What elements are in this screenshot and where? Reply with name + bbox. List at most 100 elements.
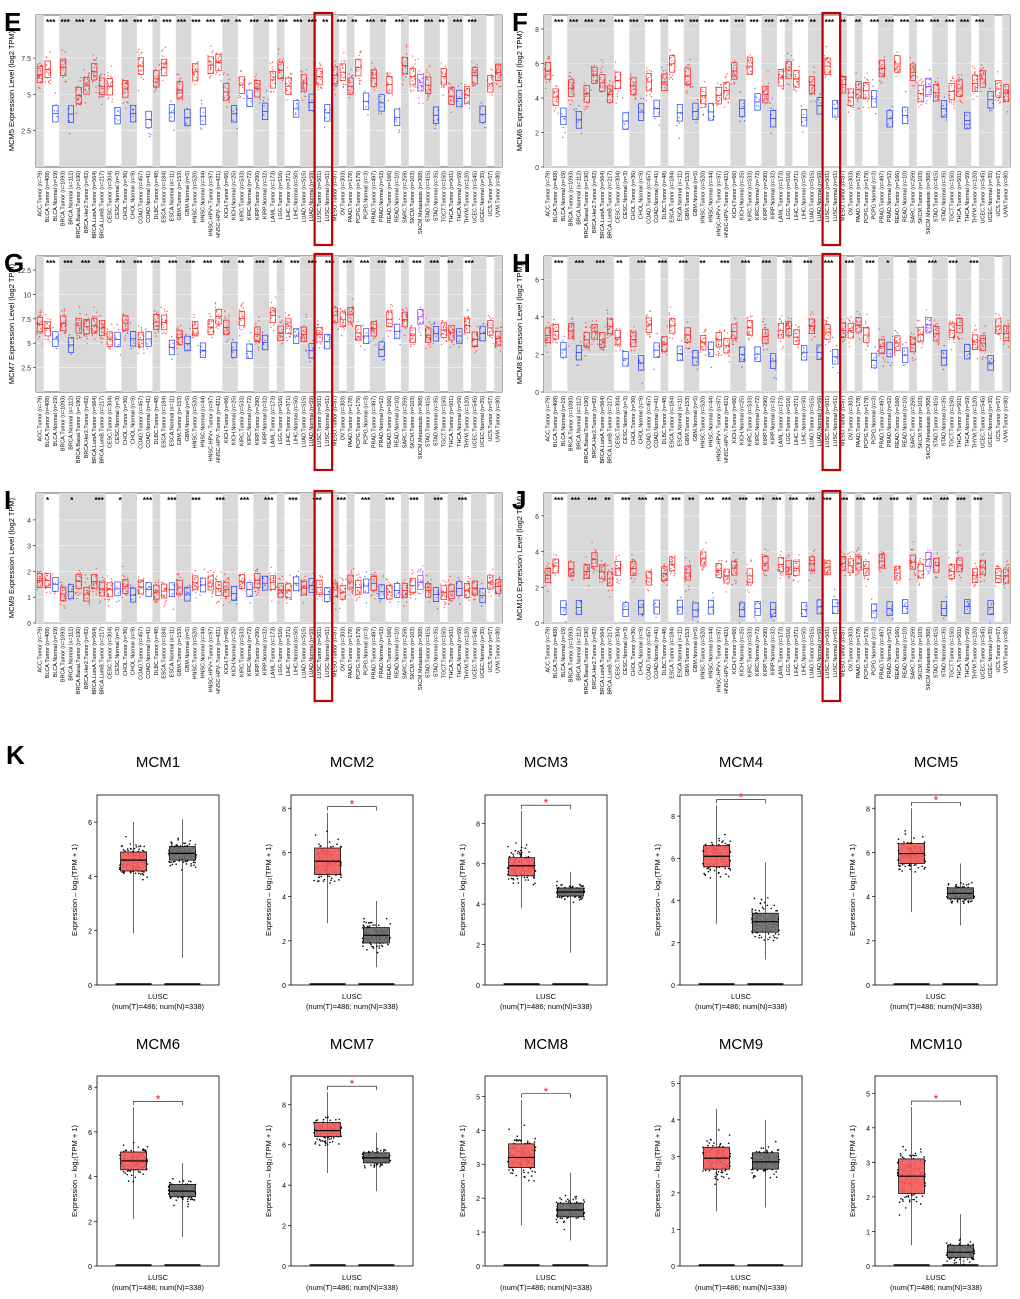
data-point [468, 88, 469, 89]
data-point [586, 345, 587, 346]
data-point [779, 318, 780, 319]
significance-mark: *** [900, 18, 910, 27]
data-point [248, 84, 249, 85]
data-point [634, 350, 635, 351]
group-shade [629, 256, 645, 392]
data-point [546, 352, 547, 353]
data-point [572, 333, 573, 334]
data-point [94, 72, 95, 73]
data-point [94, 60, 95, 61]
data-point [271, 302, 272, 303]
x-tick-label: LUSC.Normal (n=51) [833, 171, 839, 222]
x-tick-label: READ.Normal (n=10) [395, 396, 401, 447]
data-point [238, 309, 239, 310]
x-tick-label: BRCA.Her2.Tumor (n=82) [592, 171, 598, 233]
significance-mark: *** [907, 259, 917, 268]
data-point [602, 342, 603, 343]
data-point [670, 330, 671, 331]
x-tick-label: CESC.Normal (n=3) [623, 396, 629, 444]
data-point [718, 100, 719, 101]
data-point [78, 99, 79, 100]
data-point [634, 88, 635, 89]
x-tick-label: BRCA.Normal (n=112) [68, 171, 74, 225]
data-point [180, 78, 181, 79]
data-point [953, 104, 954, 105]
significance-mark: *** [762, 259, 772, 268]
data-point [87, 76, 88, 77]
data-point [672, 338, 673, 339]
data-point [465, 319, 466, 320]
data-point [873, 359, 874, 360]
data-point [630, 75, 631, 76]
data-point [883, 358, 884, 359]
significance-mark: *** [885, 18, 895, 27]
group-shade [471, 15, 487, 167]
x-tick-label: CESC.Normal (n=3) [115, 171, 121, 219]
data-point [921, 82, 922, 83]
data-point [700, 107, 701, 108]
data-point [812, 79, 813, 80]
data-point [704, 330, 705, 331]
data-point [958, 83, 959, 84]
data-point [443, 327, 444, 328]
group-shade [956, 256, 972, 392]
data-point [143, 352, 144, 353]
data-point [812, 331, 813, 332]
significance-mark: *** [629, 18, 639, 27]
data-point [818, 99, 819, 100]
data-point [413, 83, 414, 84]
data-point [349, 81, 350, 82]
x-tick-label: STAD.Tumor (n=415) [426, 396, 432, 447]
data-point [103, 332, 104, 333]
data-point [902, 344, 903, 345]
data-point [446, 341, 447, 342]
data-point [305, 332, 306, 333]
data-point [87, 320, 88, 321]
x-tick-label: LUAD.Tumor (n=515) [301, 396, 307, 448]
significance-mark: *** [325, 259, 335, 268]
data-point [608, 88, 609, 89]
data-point [243, 307, 244, 308]
data-point [227, 95, 228, 96]
data-point [179, 83, 180, 84]
x-tick-label: CHOL.Normal (n=9) [131, 171, 137, 219]
data-point [41, 65, 42, 66]
data-point [218, 57, 219, 58]
data-point [413, 344, 414, 345]
x-tick-label: HNSC-HPV+.Tumor (n=97) [716, 171, 722, 237]
data-point [704, 81, 705, 82]
data-point [290, 336, 291, 337]
x-tick-label: KIRP.Tumor (n=290) [255, 396, 261, 445]
data-point [634, 82, 635, 83]
data-point [896, 67, 897, 68]
data-point [102, 324, 103, 325]
x-tick-label: UCEC.Normal (n=35) [480, 396, 486, 448]
data-point [258, 84, 259, 85]
data-point [302, 338, 303, 339]
data-point [138, 49, 139, 50]
data-point [879, 72, 880, 73]
data-point [726, 347, 727, 348]
data-point [687, 85, 688, 86]
data-point [731, 84, 732, 85]
data-point [108, 334, 109, 335]
data-point [751, 316, 752, 317]
data-point [344, 61, 345, 62]
data-point [834, 104, 835, 105]
data-point [137, 52, 138, 53]
significance-mark: *** [679, 259, 689, 268]
data-point [688, 80, 689, 81]
data-point [81, 77, 82, 78]
data-point [612, 82, 613, 83]
data-point [371, 62, 372, 63]
data-point [133, 109, 134, 110]
data-point [748, 339, 749, 340]
data-point [926, 79, 927, 80]
x-tick-label: THCA.Tumor (n=501) [449, 171, 455, 223]
data-point [665, 70, 666, 71]
significance-mark: ** [235, 18, 242, 27]
data-point [474, 352, 475, 353]
data-point [584, 106, 585, 107]
data-point [452, 89, 453, 90]
x-tick-label: BRCA.Basal.Tumor (n=190) [584, 171, 590, 238]
